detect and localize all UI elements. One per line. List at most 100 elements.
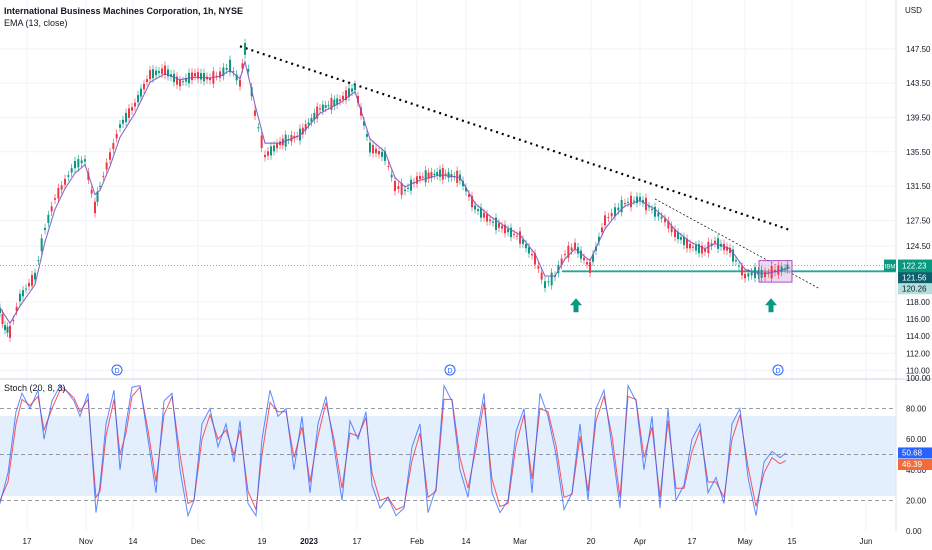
time-tick-label: 15 — [788, 537, 797, 546]
price-tick-label: 131.50 — [906, 182, 931, 191]
price-tick-label: 114.00 — [906, 332, 930, 341]
candle-body — [22, 290, 24, 297]
stoch-tick-label: 0.00 — [906, 527, 922, 536]
ema-line — [0, 59, 791, 325]
candle-body — [270, 146, 272, 156]
candle-body — [64, 178, 66, 185]
candle-body — [570, 247, 573, 251]
candle-body — [225, 67, 228, 70]
candle-body — [738, 265, 740, 267]
candle-body — [137, 95, 139, 103]
symbol-tag-bg — [884, 259, 896, 272]
dividend-marker-icon[interactable]: D — [444, 364, 456, 376]
dividend-circle — [111, 364, 123, 376]
candle-body — [677, 232, 679, 240]
candle-body — [580, 250, 582, 259]
price-tick-label: 139.50 — [906, 113, 931, 122]
time-tick-label: 20 — [587, 537, 596, 546]
candle-body — [387, 165, 390, 167]
support-layer — [0, 265, 896, 273]
candle-body — [427, 172, 430, 179]
candle-body — [119, 124, 121, 128]
time-tick-label: 14 — [462, 537, 471, 546]
candle-body — [260, 135, 263, 149]
candle-body — [698, 244, 700, 254]
dividend-marker-icon[interactable]: D — [772, 364, 784, 376]
candle-body — [474, 205, 476, 210]
candle-body — [404, 189, 406, 192]
candle-body — [375, 148, 377, 154]
candle-body — [667, 220, 670, 229]
dividend-marker-icon[interactable]: D — [111, 364, 123, 376]
candle-body — [726, 246, 728, 251]
candle-body — [689, 243, 691, 249]
candle-body — [648, 206, 650, 208]
time-axis[interactable]: 17 Nov 14 Dec 19 2023 17 Feb 14 Mar 20 Apr 17 May 15 Ju… — [23, 537, 873, 546]
candle-body — [750, 272, 753, 276]
price-tick-label: 124.50 — [906, 242, 931, 251]
candle-body — [105, 162, 108, 170]
candle-body — [598, 236, 600, 242]
candle-body — [77, 159, 80, 168]
stoch-tick-label: 60.00 — [906, 435, 927, 444]
trendline — [239, 45, 793, 232]
candle-body — [363, 121, 365, 126]
candle-body — [149, 70, 151, 80]
candle-body — [577, 247, 579, 254]
candle-body — [633, 200, 635, 202]
stoch-indicator-label[interactable]: Stoch (20, 8, 3) — [4, 383, 66, 393]
candle-body — [319, 108, 321, 110]
candle-body — [128, 108, 130, 118]
candle-body — [786, 264, 789, 270]
support-tag: 121.56 — [902, 273, 927, 282]
price-axis[interactable]: 110.00 112.00 114.00 116.00 118.00 124.50 127.… — [906, 45, 931, 376]
candle-body — [257, 127, 260, 129]
candle-body — [416, 176, 418, 184]
candle-body — [714, 240, 716, 243]
symbol-tag: IBM — [885, 265, 896, 271]
candle-body — [44, 227, 46, 230]
candle-body — [15, 306, 18, 312]
time-tick-label: 19 — [258, 537, 267, 546]
candle-body — [692, 246, 694, 248]
stoch-axis[interactable]: 0.00 20.00 40.00 60.00 80.00 100.00 — [906, 374, 931, 536]
candle-body — [550, 272, 553, 286]
candle-body — [686, 238, 688, 249]
candle-body — [777, 265, 780, 275]
candle-body — [525, 243, 527, 249]
candle-body — [397, 186, 400, 189]
candle-body — [222, 67, 225, 77]
candle-body — [636, 196, 638, 204]
candle-body — [660, 216, 663, 219]
candle-body — [390, 174, 393, 178]
candle-body — [197, 72, 199, 79]
candle-body — [239, 79, 241, 87]
candle-body — [267, 151, 269, 156]
candle-body — [131, 107, 133, 111]
candle-body — [40, 238, 43, 252]
candle-body — [486, 214, 488, 222]
candle-body — [80, 160, 83, 164]
ema-indicator-label[interactable]: EMA (13, close) — [4, 18, 68, 28]
candle-body — [299, 128, 301, 141]
candle-body — [351, 88, 353, 92]
chart-title: International Business Machines Corporat… — [4, 6, 244, 16]
candle-body — [264, 154, 266, 158]
candle-body — [407, 187, 409, 189]
candle-body — [651, 209, 653, 211]
candle-body — [586, 262, 588, 265]
candle-body — [627, 201, 629, 203]
candle-body — [654, 206, 656, 217]
candle-body — [307, 122, 310, 125]
candle-body — [519, 231, 521, 244]
candle-body — [99, 185, 101, 187]
candle-body — [209, 77, 211, 81]
candle-body — [50, 206, 53, 212]
time-tick-label: 17 — [23, 537, 32, 546]
candle-body — [504, 224, 506, 234]
candle-body — [90, 189, 93, 194]
candle-body — [704, 249, 706, 252]
stoch-band-lines — [0, 408, 896, 501]
